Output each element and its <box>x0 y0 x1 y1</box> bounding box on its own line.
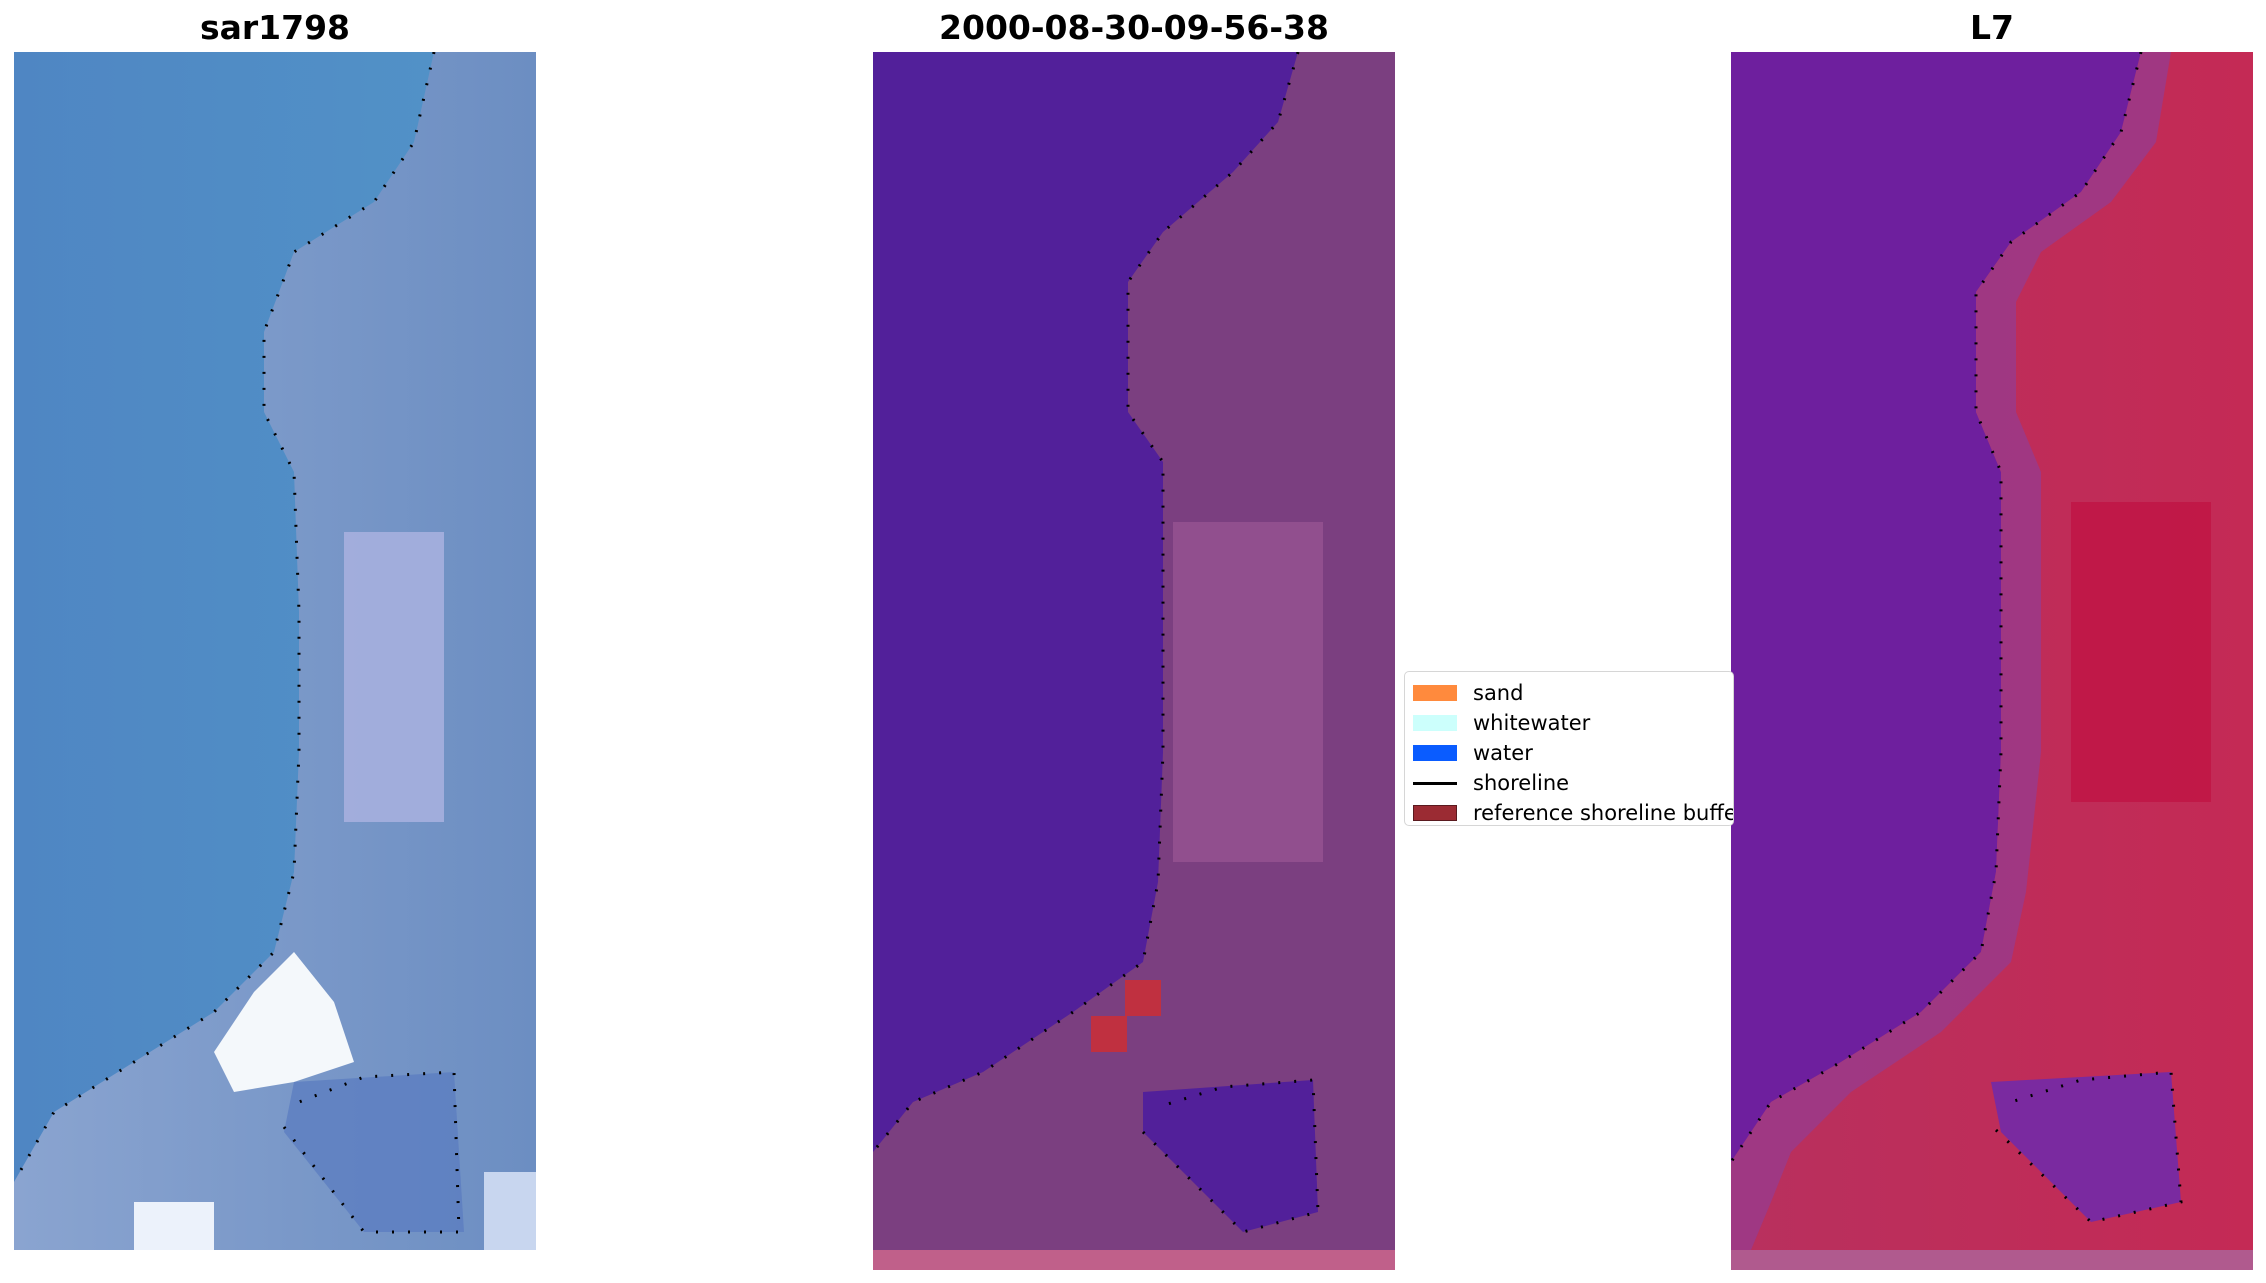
rgb-shoreline <box>14 52 436 1183</box>
rgb-land-area <box>14 52 536 1250</box>
rgb-lagoon <box>284 1072 464 1232</box>
legend-label: water <box>1473 741 1533 765</box>
buffer-swatch <box>1413 805 1457 821</box>
water-swatch <box>1413 745 1457 761</box>
panel-title-classified: 2000-08-30-09-56-38 <box>939 8 1329 47</box>
rgb-bright-strip <box>344 532 444 822</box>
sand-swatch <box>1413 685 1457 701</box>
rgb-white-patch <box>134 1202 214 1250</box>
class-light-strip <box>1173 522 1323 862</box>
index-lagoon <box>1991 1072 2181 1222</box>
legend-label: shoreline <box>1473 771 1570 795</box>
legend-item-whitewater: whitewater <box>1413 708 1590 738</box>
class-lagoon <box>1143 1080 1318 1232</box>
rgb-white-patch-right <box>484 1172 536 1250</box>
index-dark-core <box>2071 502 2211 802</box>
rgb-image-panel <box>14 52 536 1250</box>
legend-item-sand: sand <box>1413 678 1523 708</box>
legend-label: whitewater <box>1473 711 1591 735</box>
legend-label: sand <box>1473 681 1524 705</box>
legend: sand whitewater water shoreline referenc… <box>1404 671 1734 826</box>
classified-image-panel <box>873 52 1395 1270</box>
index-land-area <box>1731 52 2253 1270</box>
class-red-pixel <box>1091 1016 1127 1052</box>
shoreline-line-icon <box>1413 781 1457 785</box>
index-image-panel <box>1731 52 2253 1270</box>
legend-label: reference shoreline buffer <box>1473 801 1734 825</box>
panel-title-index: L7 <box>1970 8 2014 47</box>
rgb-white-sand <box>214 952 354 1092</box>
legend-item-water: water <box>1413 738 1533 768</box>
whitewater-swatch <box>1413 715 1457 731</box>
index-transition <box>1731 52 2171 1250</box>
index-bottom-strip <box>1731 1250 2253 1270</box>
legend-item-reference-buffer: reference shoreline buffer <box>1413 798 1734 825</box>
class-land-area <box>873 52 1395 1270</box>
class-bottom-strip <box>873 1250 1395 1270</box>
class-red-pixel <box>1125 980 1161 1016</box>
legend-item-shoreline: shoreline <box>1413 768 1569 798</box>
index-shoreline-lagoon <box>1994 1070 2183 1224</box>
panel-title-rgb: sar1798 <box>199 8 351 47</box>
